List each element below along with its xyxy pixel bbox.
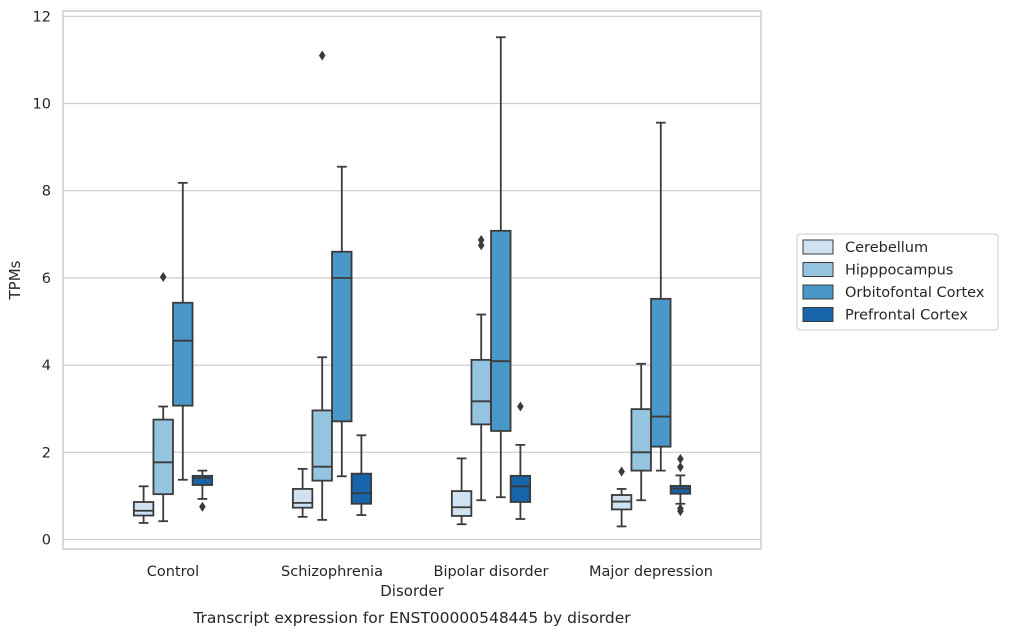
- outlier-point: [159, 272, 167, 283]
- x-tick-labels: Control Schizophrenia Bipolar disorder Majo…: [147, 564, 713, 580]
- y-tick-label: 6: [42, 271, 51, 287]
- box: [470, 234, 492, 502]
- legend-swatch: [802, 239, 834, 255]
- outlier-point: [677, 503, 684, 514]
- box: [630, 362, 652, 502]
- y-axis-label: TPMs: [6, 260, 24, 300]
- box-iqr: [650, 297, 672, 448]
- box: [152, 272, 174, 523]
- y-tick-labels: 0 2 4 6 8 10 12: [33, 9, 51, 548]
- legend-frame: [796, 233, 999, 331]
- box-iqr: [191, 474, 214, 486]
- y-tick-label: 0: [42, 533, 51, 549]
- box-iqr: [630, 408, 652, 472]
- series-hipppocampus: [152, 50, 652, 523]
- outlier-point: [677, 462, 684, 473]
- x-tick-label: Major depression: [589, 564, 713, 580]
- y-tick-label: 12: [33, 9, 51, 25]
- box-series: [132, 36, 692, 528]
- legend-item: Orbitofontal Cortex: [802, 284, 985, 301]
- x-tick-label: Control: [147, 564, 199, 580]
- y-tick-label: 8: [42, 184, 51, 200]
- box-iqr: [450, 490, 473, 517]
- legend-item: Prefrontal Cortex: [802, 307, 968, 324]
- box: [650, 121, 672, 472]
- box: [450, 457, 473, 526]
- legend-swatch: [802, 284, 834, 300]
- box: [509, 401, 532, 520]
- box: [669, 453, 692, 517]
- series-cerebellum: [132, 457, 633, 528]
- box-iqr: [509, 474, 532, 503]
- box: [331, 165, 353, 478]
- x-tick-label: Bipolar disorder: [434, 564, 549, 580]
- y-tick-label: 4: [42, 358, 51, 374]
- box-iqr: [490, 229, 512, 432]
- box: [350, 434, 373, 516]
- legend-label: Cerebellum: [845, 240, 928, 256]
- box: [311, 50, 333, 521]
- x-tick-label: Schizophrenia: [281, 564, 383, 580]
- legend-label: Prefrontal Cortex: [845, 308, 968, 324]
- outlier-point: [477, 240, 485, 251]
- series-orbitofontal-cortex: [172, 36, 672, 499]
- box-iqr: [669, 484, 692, 495]
- box-iqr: [311, 409, 333, 482]
- box: [191, 469, 214, 512]
- legend-swatch: [802, 307, 834, 322]
- outlier-point: [477, 234, 485, 245]
- series-prefrontal-cortex: [191, 401, 692, 520]
- box: [610, 466, 633, 528]
- legend: Cerebellum Hipppocampus Orbitofontal Corte…: [796, 233, 999, 331]
- box-iqr: [132, 501, 155, 517]
- box: [490, 36, 512, 499]
- box-iqr: [291, 488, 314, 509]
- box-iqr: [152, 418, 174, 496]
- outlier-point: [318, 50, 326, 61]
- x-axis-label: Disorder: [380, 582, 444, 600]
- outlier-point: [517, 401, 524, 412]
- legend-item: Hipppocampus: [802, 262, 953, 279]
- chart-title: Transcript expression for ENST0000054844…: [192, 609, 631, 627]
- legend-swatch: [802, 262, 834, 277]
- box-iqr: [172, 301, 194, 407]
- box-iqr: [350, 472, 373, 505]
- y-tick-label: 2: [42, 445, 51, 461]
- box-iqr: [470, 358, 492, 426]
- box: [132, 485, 155, 524]
- box: [172, 181, 194, 481]
- outlier-point: [618, 466, 625, 477]
- y-tick-label: 10: [33, 97, 51, 113]
- legend-label: Hipppocampus: [845, 263, 953, 279]
- box-iqr: [331, 250, 353, 423]
- outlier-point: [677, 453, 684, 464]
- box: [291, 467, 314, 518]
- outlier-point: [199, 501, 206, 512]
- legend-item: Cerebellum: [802, 239, 928, 256]
- legend-label: Orbitofontal Cortex: [845, 285, 985, 301]
